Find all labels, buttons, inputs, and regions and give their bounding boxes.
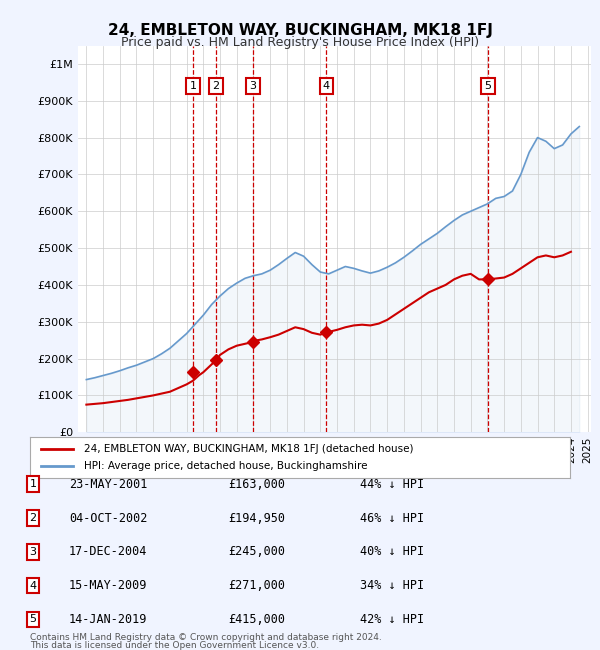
Text: 5: 5 (485, 81, 491, 91)
Text: 14-JAN-2019: 14-JAN-2019 (69, 613, 148, 626)
Text: 04-OCT-2002: 04-OCT-2002 (69, 512, 148, 525)
Text: 24, EMBLETON WAY, BUCKINGHAM, MK18 1FJ (detached house): 24, EMBLETON WAY, BUCKINGHAM, MK18 1FJ (… (84, 444, 413, 454)
Text: 23-MAY-2001: 23-MAY-2001 (69, 478, 148, 491)
Text: HPI: Average price, detached house, Buckinghamshire: HPI: Average price, detached house, Buck… (84, 462, 367, 471)
Text: 4: 4 (323, 81, 330, 91)
Text: £415,000: £415,000 (228, 613, 285, 626)
Text: This data is licensed under the Open Government Licence v3.0.: This data is licensed under the Open Gov… (30, 641, 319, 650)
Text: 1: 1 (29, 479, 37, 489)
Text: 2: 2 (212, 81, 220, 91)
Text: £194,950: £194,950 (228, 512, 285, 525)
Text: 34% ↓ HPI: 34% ↓ HPI (360, 579, 424, 592)
Text: Price paid vs. HM Land Registry's House Price Index (HPI): Price paid vs. HM Land Registry's House … (121, 36, 479, 49)
Text: 15-MAY-2009: 15-MAY-2009 (69, 579, 148, 592)
Text: Contains HM Land Registry data © Crown copyright and database right 2024.: Contains HM Land Registry data © Crown c… (30, 633, 382, 642)
Text: 2: 2 (29, 513, 37, 523)
Text: 24, EMBLETON WAY, BUCKINGHAM, MK18 1FJ: 24, EMBLETON WAY, BUCKINGHAM, MK18 1FJ (107, 23, 493, 38)
Text: 5: 5 (29, 614, 37, 625)
Text: 44% ↓ HPI: 44% ↓ HPI (360, 478, 424, 491)
Text: £245,000: £245,000 (228, 545, 285, 558)
Text: 42% ↓ HPI: 42% ↓ HPI (360, 613, 424, 626)
Text: £271,000: £271,000 (228, 579, 285, 592)
Text: 1: 1 (190, 81, 197, 91)
Text: £163,000: £163,000 (228, 478, 285, 491)
Text: 40% ↓ HPI: 40% ↓ HPI (360, 545, 424, 558)
Text: 3: 3 (249, 81, 256, 91)
Text: 3: 3 (29, 547, 37, 557)
Text: 46% ↓ HPI: 46% ↓ HPI (360, 512, 424, 525)
Text: 17-DEC-2004: 17-DEC-2004 (69, 545, 148, 558)
Text: 4: 4 (29, 580, 37, 591)
